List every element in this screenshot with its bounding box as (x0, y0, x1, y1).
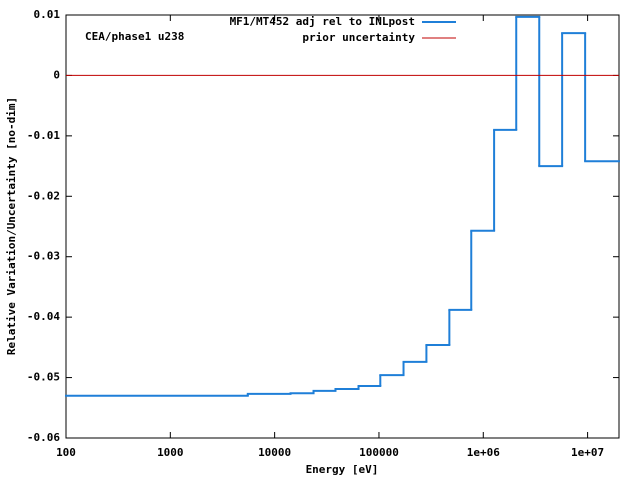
y-tick-label: -0.06 (27, 431, 60, 444)
y-axis-label: Relative Variation/Uncertainty [no-dim] (5, 97, 18, 355)
y-tick-label: 0.01 (34, 8, 61, 21)
legend-label: MF1/MT452 adj rel to INLpost (230, 15, 415, 28)
y-tick-label: -0.04 (27, 310, 60, 323)
x-tick-label: 1e+07 (571, 446, 604, 459)
x-tick-label: 100 (56, 446, 76, 459)
legend-label: prior uncertainty (302, 31, 415, 44)
plot-frame (65, 14, 620, 439)
y-tick-label: 0 (53, 68, 60, 81)
y-tick-label: -0.05 (27, 371, 60, 384)
x-tick-label: 1e+06 (467, 446, 500, 459)
x-tick-label: 10000 (258, 446, 291, 459)
y-tick-label: -0.03 (27, 250, 60, 263)
x-axis-label: Energy [eV] (306, 463, 379, 476)
x-tick-label: 1000 (157, 446, 184, 459)
y-tick-label: -0.02 (27, 189, 60, 202)
x-tick-label: 100000 (359, 446, 399, 459)
y-tick-label: -0.01 (27, 129, 60, 142)
annotation: CEA/phase1 u238 (85, 30, 184, 43)
